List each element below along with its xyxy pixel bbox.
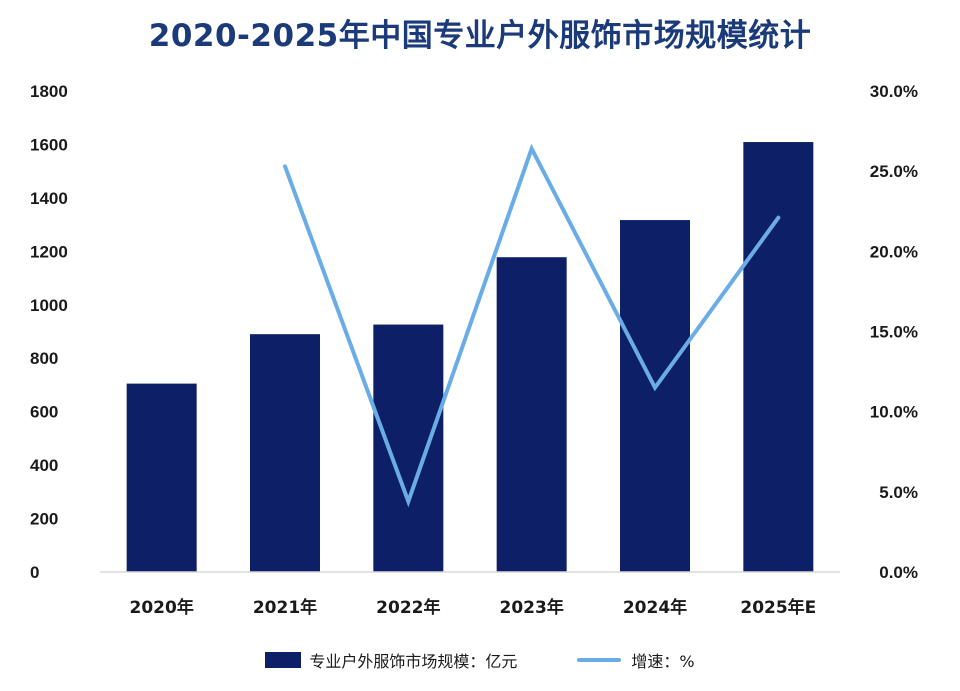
y-left-tick-label: 400	[30, 456, 58, 475]
y-left-tick-label: 1800	[30, 82, 68, 101]
chart-title: 2020-2025年中国专业户外服饰市场规模统计	[148, 18, 812, 54]
x-tick-label: 2023年	[500, 597, 564, 618]
legend-label-growth: 增速：%	[631, 652, 695, 671]
y-left-tick-label: 1600	[30, 135, 68, 154]
legend: 专业户外服饰市场规模：亿元 增速：%	[0, 648, 960, 672]
legend-item-market-size: 专业户外服饰市场规模：亿元	[265, 648, 517, 672]
y-right-tick-label: 0.0%	[879, 563, 918, 582]
y-left-tick-label: 1400	[30, 189, 68, 208]
y-left-tick-label: 1000	[30, 296, 68, 315]
bar	[126, 383, 197, 572]
x-tick-label: 2022年	[376, 597, 440, 618]
x-tick-label: 2021年	[253, 597, 317, 618]
y-right-tick-label: 5.0%	[879, 483, 918, 502]
y-right-tick-label: 30.0%	[870, 82, 918, 101]
x-tick-label: 2020年	[130, 597, 194, 618]
x-tick-label: 2024年	[623, 597, 687, 618]
y-left-tick-label: 200	[30, 510, 58, 529]
chart-svg: 0 200 400 600 800 1000 1200 1400 1600 1800 0.0% 5.0…	[30, 82, 918, 618]
y-right-tick-label: 20.0%	[870, 242, 918, 261]
y-left-tick-label: 1200	[30, 242, 68, 261]
growth-line	[283, 143, 781, 508]
y-right-tick-label: 25.0%	[870, 162, 918, 181]
x-tick-label: 2025年E	[740, 597, 816, 618]
bar	[373, 324, 444, 572]
y-left-tick-label: 800	[30, 349, 58, 368]
bar	[743, 142, 814, 573]
y-right-tick-label: 15.0%	[870, 323, 918, 342]
legend-label-market-size: 专业户外服饰市场规模：亿元	[309, 652, 518, 671]
y-left-tick-label: 600	[30, 403, 58, 422]
y-right-tick-label: 10.0%	[870, 403, 918, 422]
y-left-tick-label: 0	[30, 563, 39, 582]
legend-swatch-bar	[265, 652, 302, 668]
bar	[250, 334, 320, 572]
legend-item-growth: 增速：%	[577, 648, 695, 672]
bar	[496, 257, 567, 572]
bar	[620, 220, 690, 572]
legend-swatch-line	[577, 658, 622, 662]
